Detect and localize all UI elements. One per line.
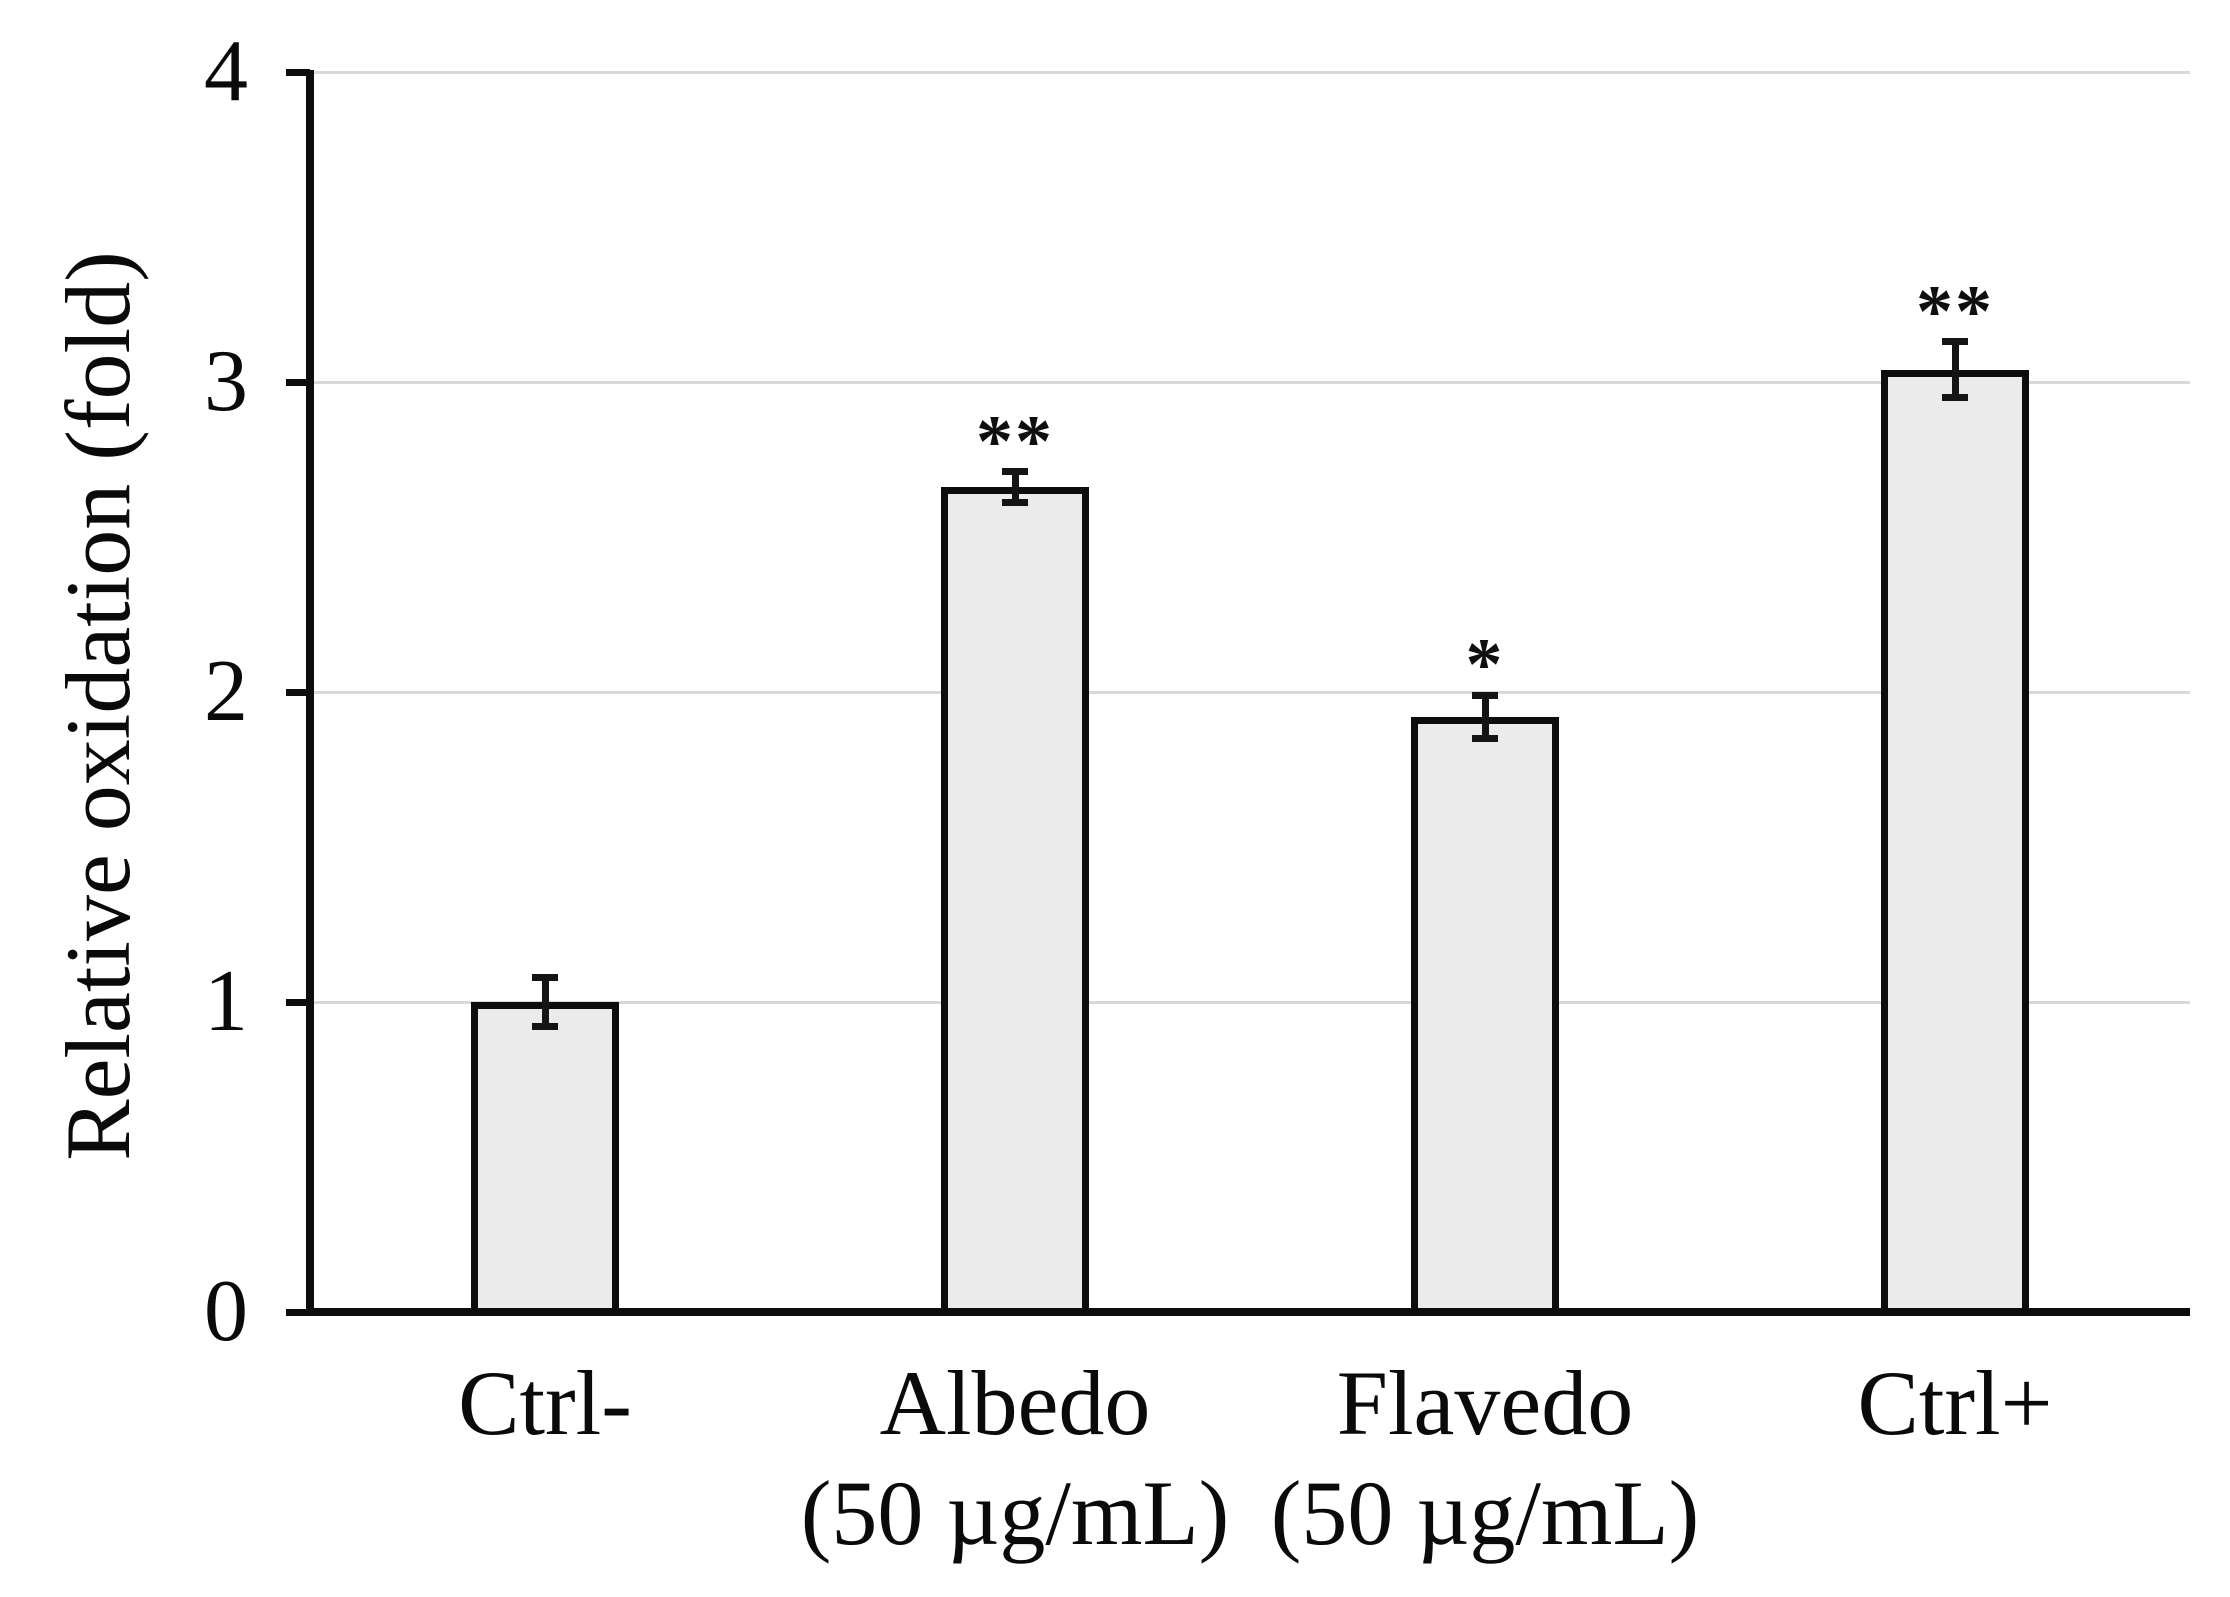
error-cap-bottom-0 [532,1023,558,1030]
y-tick-0 [286,1309,310,1316]
y-axis-line [306,70,314,1316]
error-bar-1 [1012,472,1019,503]
error-bar-3 [1952,342,1959,398]
bar-2-flavedo-50-g-ml- [1411,717,1559,1316]
y-tick-3 [286,379,310,386]
y-tick-label-0: 0 [204,1263,248,1360]
x-label-line: Flavedo [1336,1352,1634,1454]
error-bar-0 [542,977,549,1027]
x-label-1-albedo-50-g-ml-: Albedo (50 µg/mL) [780,1348,1250,1568]
x-axis-line [306,1308,2190,1316]
y-tick-label-2: 2 [204,643,248,740]
error-bar-2 [1482,695,1489,738]
error-cap-top-0 [532,974,558,981]
bar-1-albedo-50-g-ml- [941,487,1089,1316]
significance-annotation-2: * [1465,624,1505,706]
y-tick-label-3: 3 [204,333,248,430]
y-tick-label-4: 4 [204,23,248,120]
error-cap-top-1 [1002,468,1028,475]
significance-annotation-3: ** [1916,271,1994,353]
x-label-line: Albedo [879,1352,1151,1454]
x-label-line: Ctrl- [458,1352,632,1454]
error-cap-bottom-2 [1472,735,1498,742]
x-label-line: Ctrl+ [1857,1352,2053,1454]
bar-3-ctrl- [1881,370,2029,1316]
y-tick-1 [286,999,310,1006]
y-tick-label-1: 1 [204,953,248,1050]
y-tick-4 [286,69,310,76]
y-gridline-1 [314,1001,2190,1004]
y-gridline-3 [314,381,2190,384]
x-label-2-flavedo-50-g-ml-: Flavedo (50 µg/mL) [1250,1348,1720,1568]
error-cap-bottom-1 [1002,499,1028,506]
y-gridline-4 [314,71,2190,74]
x-label-line: (50 µg/mL) [800,1462,1230,1564]
error-cap-top-2 [1472,692,1498,699]
y-gridline-2 [314,691,2190,694]
bar-0-ctrl- [471,1002,619,1316]
error-cap-bottom-3 [1942,394,1968,401]
x-label-line: (50 µg/mL) [1270,1462,1700,1564]
significance-annotation-1: ** [976,401,1054,483]
error-cap-top-3 [1942,338,1968,345]
x-label-3-ctrl-: Ctrl+ [1720,1348,2190,1458]
y-tick-2 [286,689,310,696]
x-label-0-ctrl-: Ctrl- [310,1348,780,1458]
